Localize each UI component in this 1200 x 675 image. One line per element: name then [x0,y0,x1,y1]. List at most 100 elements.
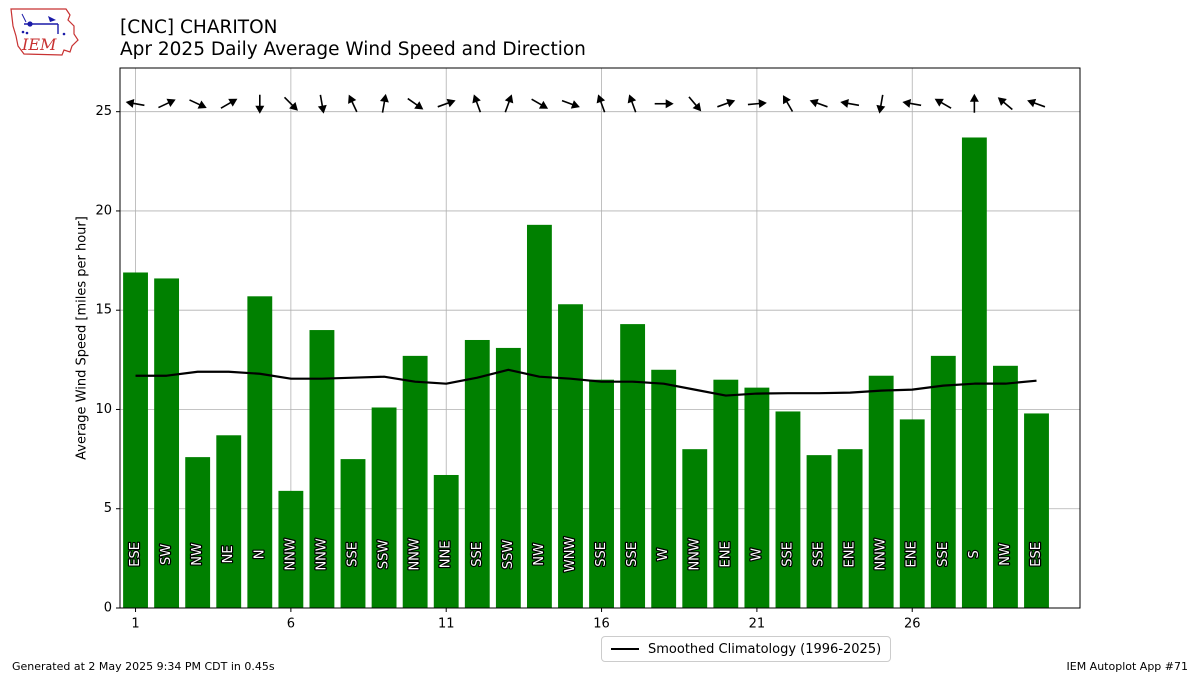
wind-speed-bar [868,375,894,608]
arrow-head [596,94,606,104]
x-tick-label: 21 [749,617,766,632]
arrow-shaft [381,99,386,113]
wind-direction-arrow [220,98,238,109]
arrow-head [934,98,944,107]
direction-label: NNW [283,538,298,570]
wind-direction-arrow [934,98,952,109]
direction-label: NNW [314,538,329,570]
arrow-shaft [189,99,202,107]
direction-label: SSE [346,542,361,567]
y-tick-label: 0 [104,601,112,616]
direction-label: NNW [408,538,423,570]
arrow-shaft [531,98,544,107]
wind-direction-arrow [317,94,327,114]
direction-label: SSW [501,540,516,570]
wind-direction-arrow [654,99,674,109]
y-tick-label: 25 [95,104,112,119]
direction-label: SSE [470,542,485,567]
arrow-head [809,98,819,108]
wind-speed-bar [154,278,180,608]
direction-label: NW [190,543,205,566]
direction-label: ENE [905,541,920,567]
direction-label: NNE [439,541,454,569]
wind-speed-bar [402,355,428,608]
arrow-head [997,97,1007,106]
arrow-shaft [1001,100,1013,111]
wind-speed-bar [247,296,273,608]
wind-direction-arrow [1027,98,1046,108]
wind-direction-arrow [969,93,979,113]
direction-label: N [252,550,267,560]
wind-speed-bar [682,449,708,608]
direction-label: NE [221,545,236,563]
arrow-shaft [846,102,860,107]
x-tick-label: 11 [438,617,455,632]
wind-speed-bar [961,137,987,608]
arrow-shaft [688,96,698,108]
direction-label: ENE [718,541,733,567]
arrow-head [782,95,791,105]
arrow-shaft [220,101,233,109]
direction-label: WNW [563,537,578,573]
wind-direction-arrow [348,94,358,113]
wind-speed-bar [1024,413,1049,608]
wind-direction-arrow [407,97,424,110]
wind-direction-arrow [189,99,207,109]
arrow-head [538,100,549,109]
wind-speed-bar [340,459,366,608]
x-tick-label: 26 [904,617,921,632]
wind-speed-bar [651,369,677,608]
footer-generated-text: Generated at 2 May 2025 9:34 PM CDT in 0… [12,660,275,673]
wind-speed-bar [371,407,397,608]
arrow-shaft [879,94,884,108]
arrow-shaft [350,99,358,113]
wind-direction-arrow [531,98,549,109]
wind-direction-arrow [125,98,145,108]
wind-speed-bar [775,411,801,608]
arrow-shaft [407,97,419,107]
arrow-head [969,93,979,102]
arrow-shaft [939,101,952,109]
arrow-shaft [785,99,794,112]
arrow-head [1027,98,1037,108]
direction-label: SSW [377,540,392,570]
wind-speed-bar [185,457,211,608]
wind-speed-bar [309,330,335,608]
wind-speed-bar [806,455,832,608]
arrow-head [228,98,238,107]
direction-label: ESE [128,542,143,567]
wind-speed-bar [899,419,925,608]
chart-subtitle: Apr 2025 Daily Average Wind Speed and Di… [120,39,586,60]
wind-direction-arrow [437,98,456,108]
legend-label: Smoothed Climatology (1996-2025) [648,641,882,657]
wind-direction-arrow [876,94,886,114]
chart-legend: Smoothed Climatology (1996-2025) [601,636,892,662]
wind-speed-bar [713,379,739,608]
arrow-shaft [717,101,730,108]
wind-direction-arrow [782,95,794,112]
wind-speed-bar [930,355,956,608]
y-axis-label: Average Wind Speed [miles per hour] [75,216,90,460]
arrow-head [726,98,736,108]
arrow-head [166,98,176,107]
arrow-shaft [561,99,575,106]
arrow-head [840,98,849,108]
direction-label: SW [159,544,174,565]
wind-direction-arrow [504,94,514,113]
arrow-shaft [475,99,482,113]
wind-speed-bar [216,435,242,608]
arrow-head [758,99,767,109]
wind-direction-arrow [902,98,922,108]
wind-direction-arrow [255,94,265,114]
wind-speed-bar [993,365,1018,608]
arrow-head [414,101,424,110]
wind-direction-arrow [596,94,606,113]
arrow-shaft [283,96,295,108]
arrow-head [255,105,265,114]
wind-speed-bar [744,387,770,608]
direction-label: W [749,548,764,561]
direction-label: SSE [936,542,951,567]
y-tick-label: 10 [95,402,112,417]
chart-title: [CNC] CHARITON [120,17,278,38]
y-tick-label: 5 [104,501,112,516]
